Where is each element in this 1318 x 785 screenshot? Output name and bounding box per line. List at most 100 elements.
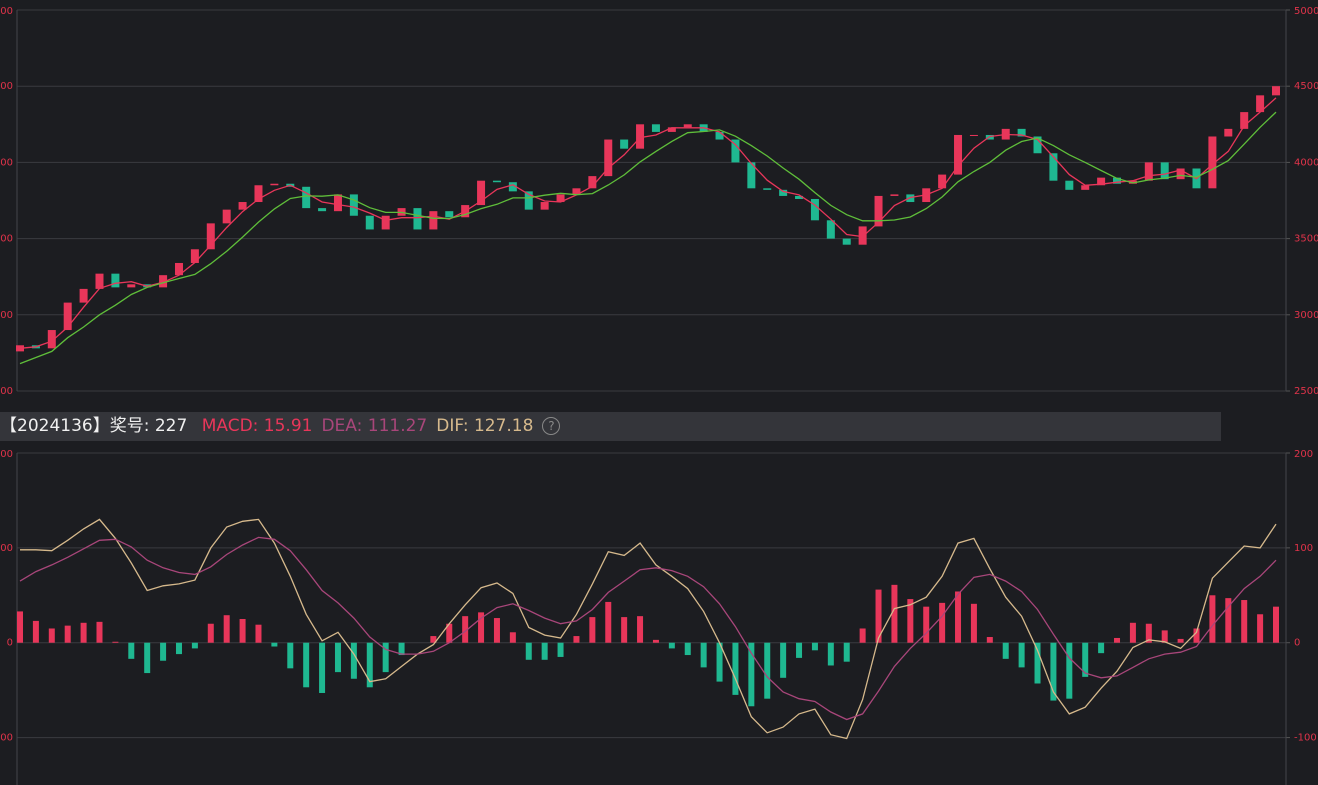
candle <box>302 186 311 209</box>
candle <box>238 202 247 210</box>
candle <box>826 220 835 239</box>
candle <box>1240 112 1249 129</box>
y-tick-label-left: 4000 <box>0 157 13 168</box>
candle <box>540 202 549 210</box>
candle <box>651 124 660 132</box>
candle <box>190 249 199 263</box>
macd-bar <box>923 606 930 643</box>
macd-bar <box>64 625 71 643</box>
candle <box>270 183 279 186</box>
candle <box>556 194 565 203</box>
y-tick-label: 4000 <box>1294 157 1318 168</box>
legend-item: MACD: 15.91 <box>201 416 313 436</box>
macd-bar <box>144 642 151 674</box>
y-tick-label-left: 200 <box>0 449 13 460</box>
macd-bar <box>128 642 135 659</box>
candle <box>1065 180 1074 190</box>
candle <box>1033 136 1042 154</box>
macd-bar <box>652 639 659 643</box>
candle <box>174 262 183 276</box>
macd-bar <box>700 642 707 668</box>
moving-average-line <box>19 111 1277 365</box>
y-tick-label-left: 100 <box>0 543 13 554</box>
macd-bar <box>732 642 739 695</box>
macd-bar <box>493 618 500 643</box>
candle <box>779 189 788 196</box>
y-tick-label-left: -100 <box>0 733 13 744</box>
candle <box>206 223 215 250</box>
candle <box>1113 177 1122 184</box>
macd-bar <box>796 642 803 658</box>
candle <box>588 176 597 189</box>
candle <box>683 124 692 128</box>
candle <box>63 302 72 331</box>
candle <box>858 226 867 245</box>
candle <box>159 275 168 288</box>
candle <box>127 284 136 288</box>
candle <box>222 209 231 224</box>
candle <box>1128 180 1137 184</box>
macd-bar <box>382 642 389 673</box>
macd-bar <box>207 623 214 643</box>
macd-bar <box>811 642 818 651</box>
macd-bar <box>939 602 946 643</box>
macd-bar <box>859 628 866 643</box>
macd-bar <box>48 628 55 643</box>
indicator-line <box>19 536 1277 721</box>
macd-bar <box>605 601 612 643</box>
macd-bar <box>1193 628 1200 643</box>
macd-bar <box>684 642 691 656</box>
macd-bar <box>875 589 882 643</box>
y-tick-label: -100 <box>1294 733 1317 744</box>
macd-bar <box>366 642 373 688</box>
macd-bar <box>462 616 469 643</box>
y-tick-label-left: 3000 <box>0 310 13 321</box>
candle <box>445 211 454 218</box>
candle <box>349 194 358 216</box>
macd-bar <box>1082 642 1089 677</box>
candle <box>1224 128 1233 137</box>
macd-bar <box>1161 630 1168 643</box>
candle <box>381 215 390 230</box>
legend-item: DEA: 111.27 <box>321 416 428 436</box>
macd-bar <box>1273 606 1279 643</box>
macd-bar <box>1034 642 1041 684</box>
candle <box>747 162 756 189</box>
macd-bar <box>621 617 628 643</box>
help-icon[interactable]: ? <box>542 417 561 435</box>
y-tick-label: 2500 <box>1294 386 1318 397</box>
macd-bar <box>891 584 898 643</box>
macd-bar <box>223 615 230 643</box>
candle <box>477 180 486 206</box>
y-tick-label-left: 3500 <box>0 234 13 245</box>
y-tick-label: 5000 <box>1294 6 1318 17</box>
macd-bar <box>843 642 850 662</box>
candle <box>842 238 851 245</box>
macd-bar <box>1145 623 1152 643</box>
y-tick-label: 4500 <box>1294 81 1318 92</box>
macd-bar <box>1018 642 1025 668</box>
y-tick-label: 3500 <box>1294 234 1318 245</box>
candle <box>874 195 883 227</box>
macd-bar <box>986 637 993 643</box>
issue-label: 【2024136】奖号: 227 <box>0 416 188 436</box>
macd-bar <box>780 642 787 678</box>
candle <box>954 134 963 175</box>
y-tick-label-left: 4500 <box>0 81 13 92</box>
macd-bar <box>191 642 198 649</box>
y-tick-label: 0 <box>1294 638 1300 649</box>
macd-bar <box>509 632 516 643</box>
candle <box>429 211 438 230</box>
macd-bar <box>1050 642 1057 701</box>
macd-bar <box>907 599 914 643</box>
macd-bar <box>716 642 723 682</box>
macd-bar <box>1209 595 1216 643</box>
candle <box>47 330 56 349</box>
candle <box>969 134 978 136</box>
macd-bar <box>668 642 675 649</box>
candle <box>508 182 517 192</box>
macd-bar <box>1177 638 1184 643</box>
macd-bar <box>589 617 596 643</box>
